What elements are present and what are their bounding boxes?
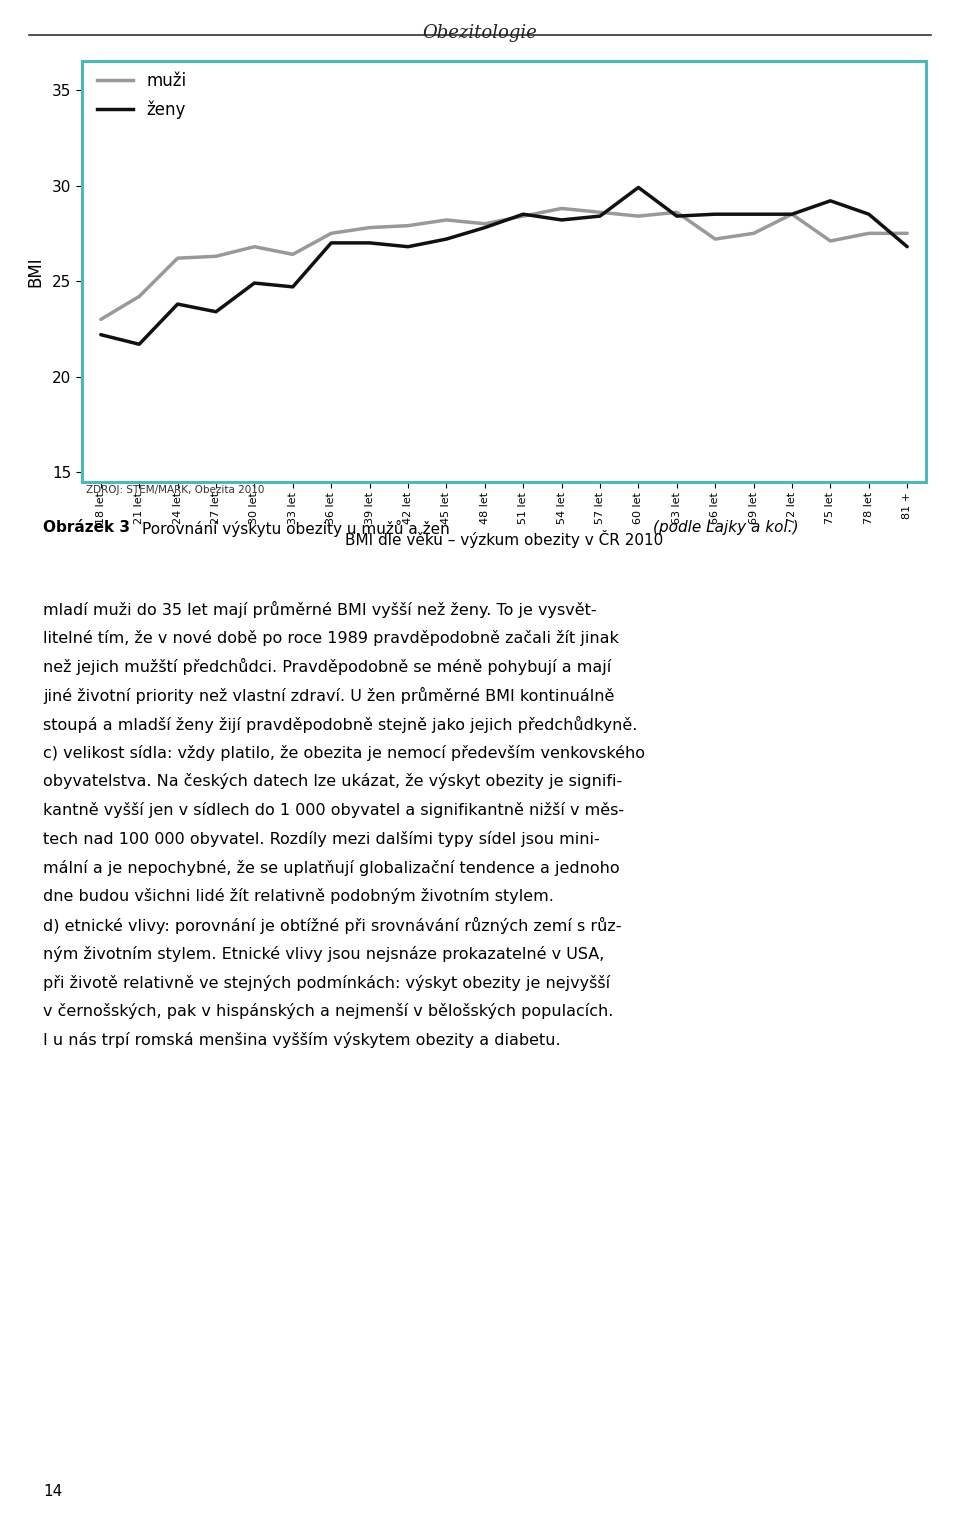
Y-axis label: BMI: BMI (27, 256, 45, 288)
Text: mladí muži do 35 let mají průměrné BMI vyšší než ženy. To je vysvět-: mladí muži do 35 let mají průměrné BMI v… (43, 601, 597, 618)
Legend: muži, ženy: muži, ženy (90, 66, 194, 125)
Text: dne budou všichni lidé žít relativně podobným životním stylem.: dne budou všichni lidé žít relativně pod… (43, 889, 554, 904)
Text: (podle Lajky a kol.): (podle Lajky a kol.) (653, 520, 799, 536)
Text: kantně vyšší jen v sídlech do 1 000 obyvatel a signifikantně nižší v měs-: kantně vyšší jen v sídlech do 1 000 obyv… (43, 802, 624, 819)
Text: mální a je nepochybné, že se uplatňují globalizační tendence a jednoho: mální a je nepochybné, že se uplatňují g… (43, 860, 620, 875)
X-axis label: BMI dle věku – výzkum obezity v ČR 2010: BMI dle věku – výzkum obezity v ČR 2010 (345, 529, 663, 548)
Text: I u nás trpí romská menšina vyšším výskytem obezity a diabetu.: I u nás trpí romská menšina vyšším výsky… (43, 1033, 561, 1048)
Text: litelné tím, že v nové době po roce 1989 pravděpodobně začali žít jinak: litelné tím, že v nové době po roce 1989… (43, 629, 619, 646)
Text: v černošských, pak v hispánských a nejmenší v bělošských populacích.: v černošských, pak v hispánských a nejme… (43, 1004, 613, 1019)
Text: Obezitologie: Obezitologie (422, 24, 538, 43)
Text: Obrázek 3: Obrázek 3 (43, 520, 131, 536)
Text: d) etnické vlivy: porovnání je obtížné při srovnávání různých zemí s růz-: d) etnické vlivy: porovnání je obtížné p… (43, 916, 622, 935)
Text: při životě relativně ve stejných podmínkách: výskyt obezity je nejvyšší: při životě relativně ve stejných podmínk… (43, 975, 611, 990)
Text: jiné životní priority než vlastní zdraví. U žen průměrné BMI kontinuálně: jiné životní priority než vlastní zdraví… (43, 687, 614, 704)
Text: c) velikost sídla: vždy platilo, že obezita je nemocí především venkovského: c) velikost sídla: vždy platilo, že obez… (43, 745, 645, 760)
Text: obyvatelstva. Na českých datech lze ukázat, že výskyt obezity je signifi-: obyvatelstva. Na českých datech lze ukáz… (43, 773, 622, 789)
Text: než jejich mužští předchůdci. Pravděpodobně se méně pohybují a mají: než jejich mužští předchůdci. Pravděpodo… (43, 658, 612, 675)
Text: Porovnání výskytu obezity u mužů a žen: Porovnání výskytu obezity u mužů a žen (142, 520, 455, 537)
Text: tech nad 100 000 obyvatel. Rozdíly mezi dalšími typy sídel jsou mini-: tech nad 100 000 obyvatel. Rozdíly mezi … (43, 831, 600, 846)
Text: ným životním stylem. Etnické vlivy jsou nejsnáze prokazatelné v USA,: ným životním stylem. Etnické vlivy jsou … (43, 946, 605, 962)
Text: 14: 14 (43, 1484, 62, 1499)
Text: ZDROJ: STEM/MARK, Obezita 2010: ZDROJ: STEM/MARK, Obezita 2010 (86, 485, 265, 496)
Text: stoupá a mladší ženy žijí pravděpodobně stejně jako jejich předchůdkyně.: stoupá a mladší ženy žijí pravděpodobně … (43, 716, 637, 733)
